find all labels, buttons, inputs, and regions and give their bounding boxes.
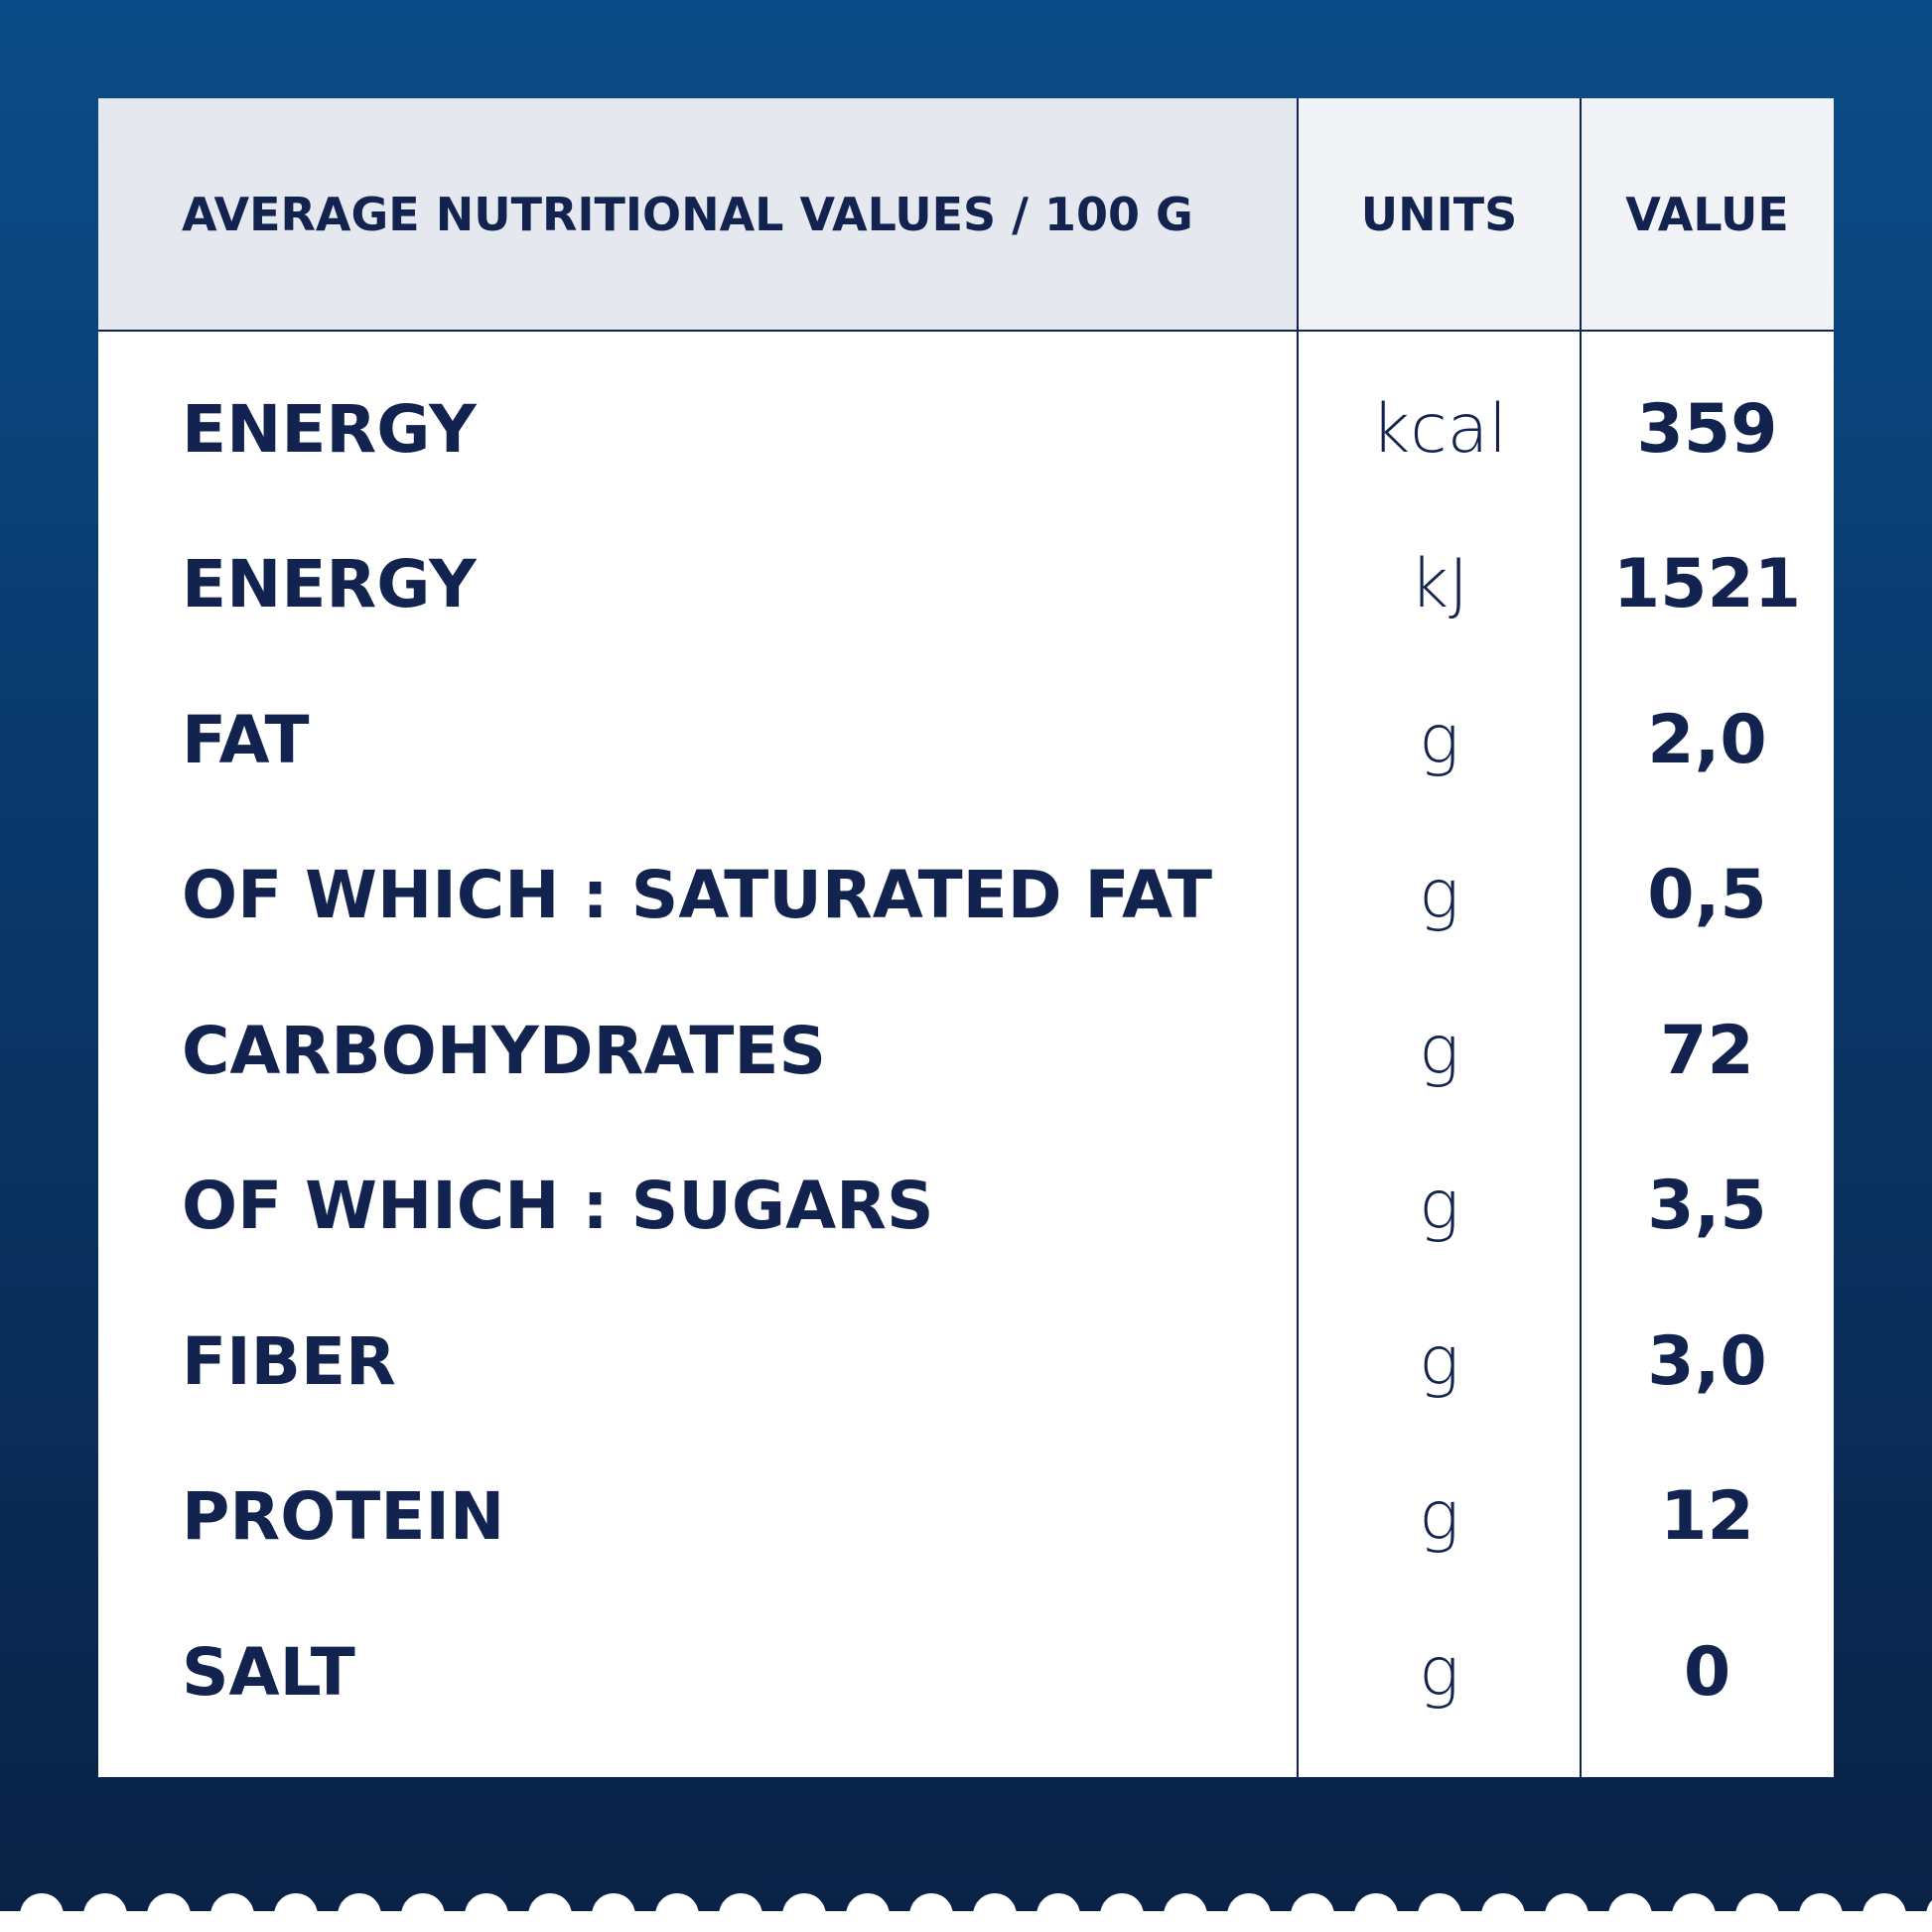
unit: kJ xyxy=(1409,545,1469,624)
header-cell: AVERAGE NUTRITIONAL VALUES / 100 G xyxy=(98,98,1298,331)
nutrient-label: OF WHICH : SUGARS xyxy=(182,1168,934,1245)
nutrient-label: FAT xyxy=(182,701,310,778)
column-divider xyxy=(1297,98,1299,1777)
column-divider xyxy=(1580,98,1582,1777)
nutrient-label: ENERGY xyxy=(182,390,477,468)
unit: g xyxy=(1419,700,1459,779)
nutrient-label: FIBER xyxy=(182,1322,396,1400)
value: 12 xyxy=(1660,1477,1754,1557)
nutrient-label: ENERGY xyxy=(182,546,477,623)
nutrient-label: SALT xyxy=(182,1633,355,1711)
value: 3,5 xyxy=(1647,1167,1767,1246)
unit: g xyxy=(1419,1011,1459,1090)
value: 0,5 xyxy=(1647,856,1767,935)
nutrient-label: CARBOHYDRATES xyxy=(182,1012,826,1089)
value: 3,0 xyxy=(1647,1321,1767,1401)
value: 1521 xyxy=(1612,545,1802,624)
value: 359 xyxy=(1636,389,1778,469)
nutrition-table: AVERAGE NUTRITIONAL VALUES / 100 G UNITS… xyxy=(98,98,1834,1777)
nutrient-label: OF WHICH : SATURATED FAT xyxy=(182,857,1213,934)
unit: g xyxy=(1419,1632,1459,1712)
value: 2,0 xyxy=(1647,700,1767,779)
value: 0 xyxy=(1683,1632,1731,1712)
header-divider xyxy=(98,330,1834,332)
nutrient-label: PROTEIN xyxy=(182,1478,505,1556)
unit: g xyxy=(1419,1321,1459,1401)
unit: g xyxy=(1419,1477,1459,1557)
unit: g xyxy=(1419,856,1459,935)
header-cell: UNITS xyxy=(1298,98,1581,331)
value: 72 xyxy=(1660,1011,1754,1090)
unit: kcal xyxy=(1370,389,1508,469)
unit: g xyxy=(1419,1167,1459,1246)
header-cell: VALUE xyxy=(1581,98,1834,331)
